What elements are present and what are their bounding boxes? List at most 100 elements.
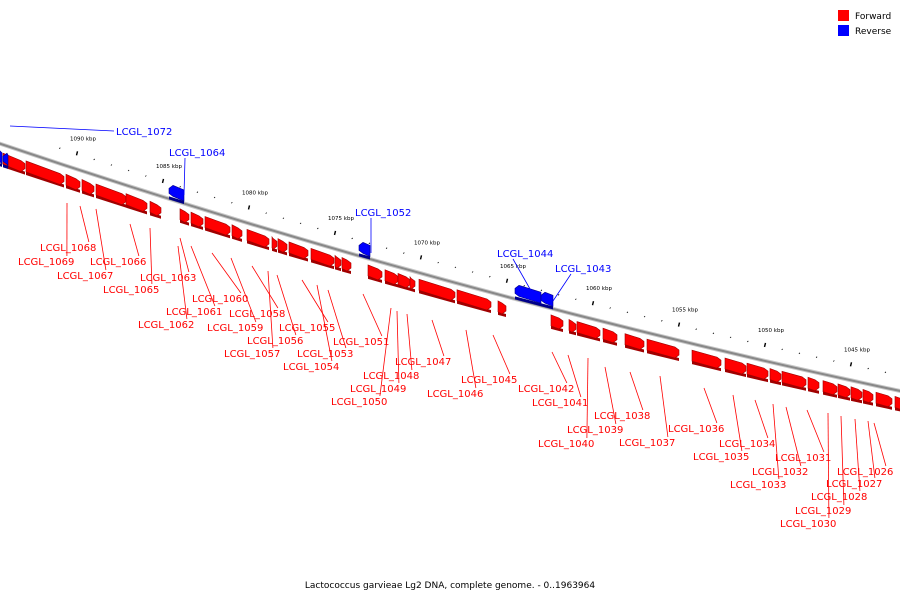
gene-label-lcgl-1046[interactable]: LCGL_1046 [427,389,483,400]
leader-line [772,403,780,480]
gene-label-lcgl-1034[interactable]: LCGL_1034 [719,439,775,450]
gene-label-lcgl-1044[interactable]: LCGL_1044 [497,249,553,260]
forward-gene-block-body [646,338,680,359]
gene-label-lcgl-1042[interactable]: LCGL_1042 [518,384,574,395]
leader-line [177,245,188,320]
gene-label-lcgl-1051[interactable]: LCGL_1051 [333,337,389,348]
forward-gene-block [894,395,900,412]
reverse-gene-block-shade [0,163,2,167]
gene-label-lcgl-1055[interactable]: LCGL_1055 [279,323,335,334]
forward-gene-block-body [602,327,618,344]
forward-gene-block [409,275,416,293]
forward-gene-block-body [724,357,747,375]
minor-tick [351,237,353,240]
gene-label-lcgl-1067[interactable]: LCGL_1067 [57,271,113,282]
forward-gene-block-body [367,264,383,281]
reverse-gene-block-shade [169,196,184,205]
gene-label-lcgl-1045[interactable]: LCGL_1045 [461,375,517,386]
gene-label-lcgl-1039[interactable]: LCGL_1039 [567,425,623,436]
forward-gene-block-body [341,256,352,272]
gene-label-lcgl-1052[interactable]: LCGL_1052 [355,208,411,219]
minor-tick [196,191,199,193]
gene-label-lcgl-1049[interactable]: LCGL_1049 [350,384,406,395]
gene-label-lcgl-1072[interactable]: LCGL_1072 [116,127,172,138]
forward-gene-block-body [418,278,456,301]
forward-gene-block [334,254,342,272]
leader-line [95,208,107,271]
reverse-gene-block-body [168,184,185,202]
legend-swatch-reverse [838,25,849,36]
forward-gene-block [862,389,874,406]
forward-gene-block-shade [647,350,679,362]
gene-label-lcgl-1041[interactable]: LCGL_1041 [532,398,588,409]
leader-line [431,319,445,357]
gene-label-lcgl-1060[interactable]: LCGL_1060 [192,294,248,305]
forward-gene-block-body [875,391,893,408]
forward-gene-block-body [204,216,231,236]
genes [0,150,900,412]
forward-gene-block [576,321,601,342]
forward-gene-block-body [624,333,645,350]
leader-line [551,351,568,384]
leader-line [785,406,802,467]
gene-label-lcgl-1053[interactable]: LCGL_1053 [297,349,353,360]
gene-label-lcgl-1028[interactable]: LCGL_1028 [811,492,867,503]
minor-tick [110,164,113,166]
gene-label-lcgl-1062[interactable]: LCGL_1062 [138,320,194,331]
gene-label-lcgl-1029[interactable]: LCGL_1029 [795,506,851,517]
gene-label-lcgl-1058[interactable]: LCGL_1058 [229,309,285,320]
forward-gene-block-body [149,200,162,217]
gene-label-lcgl-1063[interactable]: LCGL_1063 [140,273,196,284]
legend-swatch-forward [838,10,849,21]
leader-line [211,252,242,294]
gene-label-lcgl-1037[interactable]: LCGL_1037 [619,438,675,449]
gene-label-lcgl-1054[interactable]: LCGL_1054 [283,362,339,373]
tick-label: 1085 kbp [156,164,182,170]
gene-label-lcgl-1057[interactable]: LCGL_1057 [224,349,280,360]
minor-tick [884,371,887,374]
gene-label-lcgl-1038[interactable]: LCGL_1038 [594,411,650,422]
leader-line [179,237,190,273]
forward-gene-block [875,391,893,410]
gene-label-lcgl-1050[interactable]: LCGL_1050 [331,397,387,408]
forward-gene-block-body [271,235,278,250]
gene-label-lcgl-1033[interactable]: LCGL_1033 [730,480,786,491]
gene-label-lcgl-1064[interactable]: LCGL_1064 [169,148,225,159]
gene-label-lcgl-1059[interactable]: LCGL_1059 [207,323,263,334]
gene-label-lcgl-1065[interactable]: LCGL_1065 [103,285,159,296]
gene-label-lcgl-1040[interactable]: LCGL_1040 [538,439,594,450]
gene-label-lcgl-1048[interactable]: LCGL_1048 [363,371,419,382]
forward-gene-block-body [497,300,507,315]
leader-line [512,258,535,297]
backbone-line [0,142,900,392]
forward-gene-block-shade [577,332,600,342]
forward-gene-block [271,235,278,253]
major-tick [505,278,509,283]
leader-line [327,289,347,349]
gene-label-lcgl-1030[interactable]: LCGL_1030 [780,519,836,530]
gene-label-lcgl-1035[interactable]: LCGL_1035 [693,452,749,463]
gene-label-lcgl-1031[interactable]: LCGL_1031 [775,453,831,464]
forward-gene-block-shade [692,361,721,372]
gene-label-lcgl-1056[interactable]: LCGL_1056 [247,336,303,347]
reverse-gene-block [2,152,9,169]
label-leaders [9,125,887,519]
gene-label-lcgl-1026[interactable]: LCGL_1026 [837,467,893,478]
forward-gene-block-shade [205,227,230,239]
gene-label-lcgl-1027[interactable]: LCGL_1027 [826,479,882,490]
forward-gene-block-body [310,248,335,267]
gene-label-lcgl-1061[interactable]: LCGL_1061 [166,307,222,318]
gene-label-lcgl-1043[interactable]: LCGL_1043 [555,264,611,275]
forward-gene-block [125,193,148,215]
gene-label-lcgl-1036[interactable]: LCGL_1036 [668,424,724,435]
forward-gene-block-body [807,376,820,392]
gene-label-lcgl-1047[interactable]: LCGL_1047 [395,357,451,368]
forward-gene-block-body [862,389,874,403]
gene-label-lcgl-1069[interactable]: LCGL_1069 [18,257,74,268]
forward-gene-block-shade [625,344,644,353]
forward-gene-block-shade [838,394,850,401]
tick-label: 1075 kbp [328,216,354,222]
gene-label-lcgl-1032[interactable]: LCGL_1032 [752,467,808,478]
gene-label-lcgl-1068[interactable]: LCGL_1068 [40,243,96,254]
gene-label-lcgl-1066[interactable]: LCGL_1066 [90,257,146,268]
